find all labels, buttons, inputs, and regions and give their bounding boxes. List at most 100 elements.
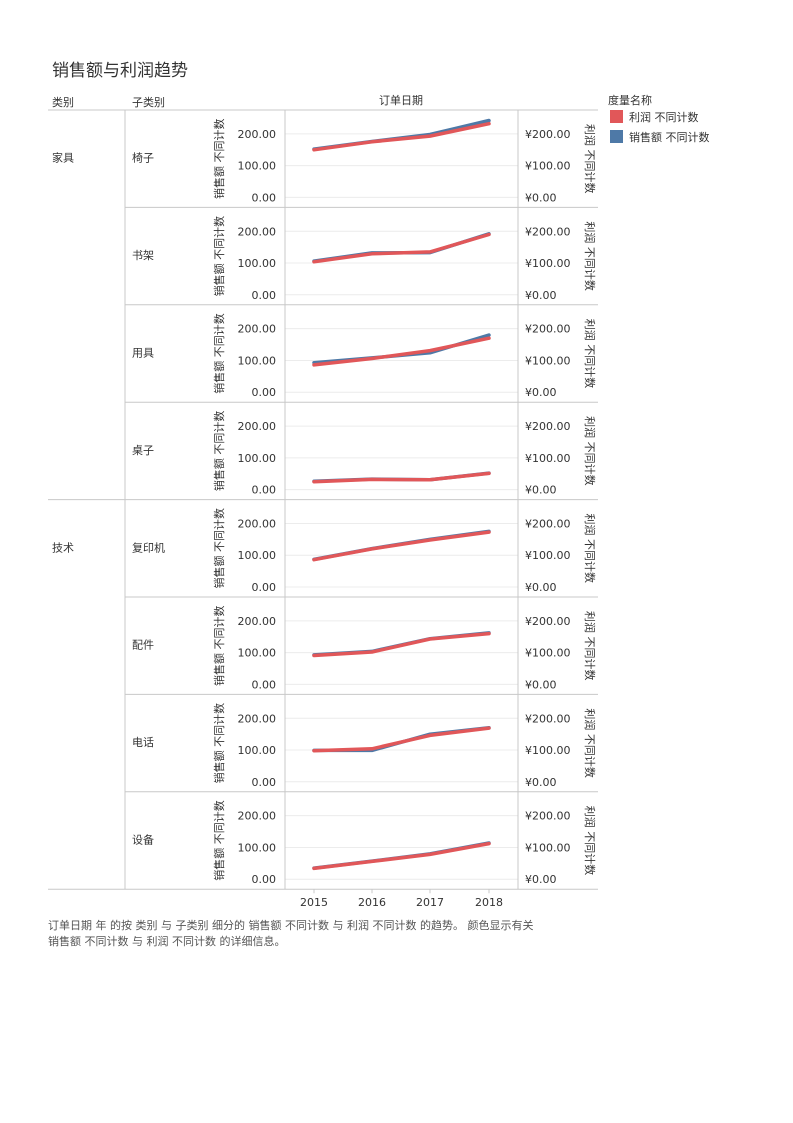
right-axis-title: 利润 不同计数 [583,806,597,876]
subcategory-label: 桌子 [132,444,154,457]
right-tick-label: ¥0.00 [525,776,557,789]
legend-label: 销售额 不同计数 [629,130,710,144]
x-tick-label: 2017 [416,896,444,909]
left-tick-label: 100.00 [238,354,277,367]
right-tick-label: ¥200.00 [525,323,571,336]
right-axis-title: 利润 不同计数 [583,124,597,194]
right-tick-label: ¥200.00 [525,128,571,141]
left-tick-label: 0.00 [252,289,277,302]
legend-swatch [610,130,623,143]
right-tick-label: ¥0.00 [525,581,557,594]
right-tick-label: ¥200.00 [525,810,571,823]
legend-label: 利润 不同计数 [629,110,699,124]
subcategory-label: 复印机 [132,540,165,554]
left-tick-label: 100.00 [238,257,277,270]
left-axis-title: 销售额 不同计数 [212,508,226,589]
left-tick-label: 100.00 [238,549,277,562]
profit-series-line [312,530,491,562]
x-tick-label: 2015 [300,896,328,909]
left-tick-label: 200.00 [238,323,277,336]
subcategory-label: 椅子 [132,151,154,165]
right-tick-label: ¥0.00 [525,678,557,691]
header-category: 类别 [52,95,74,109]
left-tick-label: 200.00 [238,420,277,433]
left-tick-label: 0.00 [252,386,277,399]
right-tick-label: ¥100.00 [525,354,571,367]
sales-series-line [312,333,491,365]
header-subcategory: 子类别 [132,95,165,109]
profit-series-line [312,121,491,152]
profit-series-line [312,232,491,264]
left-axis-title: 销售额 不同计数 [212,118,226,199]
header-columns: 订单日期 [379,94,423,107]
subcategory-label: 书架 [132,249,154,262]
category-label: 家具 [52,151,74,165]
right-tick-label: ¥100.00 [525,744,571,757]
left-axis-title: 销售额 不同计数 [212,605,226,686]
left-tick-label: 200.00 [238,517,277,530]
subcategory-label: 配件 [132,639,154,652]
left-axis-title: 销售额 不同计数 [212,216,226,297]
right-axis-title: 利润 不同计数 [583,221,597,291]
right-tick-label: ¥100.00 [525,841,571,854]
right-tick-label: ¥100.00 [525,549,571,562]
left-tick-label: 0.00 [252,873,277,886]
right-axis-title: 利润 不同计数 [583,319,597,389]
subcategory-label: 设备 [132,833,154,847]
left-tick-label: 100.00 [238,841,277,854]
right-axis-title: 利润 不同计数 [583,514,597,584]
x-tick-label: 2018 [475,896,503,909]
right-axis-title: 利润 不同计数 [583,416,597,486]
subcategory-label: 用具 [132,347,154,360]
left-tick-label: 100.00 [238,744,277,757]
right-tick-label: ¥200.00 [525,615,571,628]
right-tick-label: ¥0.00 [525,484,557,497]
left-tick-label: 0.00 [252,484,277,497]
profit-series-line [312,336,491,367]
right-tick-label: ¥100.00 [525,647,571,660]
right-tick-label: ¥200.00 [525,517,571,530]
chart-caption: 订单日期 年 的按 类别 与 子类别 细分的 销售额 不同计数 与 利润 不同计… [48,918,588,950]
right-tick-label: ¥0.00 [525,191,557,204]
right-tick-label: ¥0.00 [525,289,557,302]
left-tick-label: 0.00 [252,581,277,594]
right-tick-label: ¥0.00 [525,386,557,399]
left-tick-label: 200.00 [238,810,277,823]
right-tick-label: ¥100.00 [525,452,571,465]
category-label: 技术 [52,541,74,554]
profit-series-line [312,726,491,753]
chart-title: 销售额与利润趋势 [52,61,188,81]
left-axis-title: 销售额 不同计数 [212,313,226,394]
right-axis-title: 利润 不同计数 [583,611,597,681]
legend-swatch [610,110,623,123]
left-tick-label: 0.00 [252,678,277,691]
left-tick-label: 0.00 [252,191,277,204]
left-tick-label: 200.00 [238,712,277,725]
x-tick-label: 2016 [358,896,386,909]
caption-line-1: 订单日期 年 的按 类别 与 子类别 细分的 销售额 不同计数 与 利润 不同计… [48,919,534,932]
profit-series-line [312,841,491,871]
caption-line-2: 销售额 不同计数 与 利润 不同计数 的详细信息。 [48,935,286,948]
left-axis-title: 销售额 不同计数 [212,800,226,881]
left-tick-label: 100.00 [238,647,277,660]
left-tick-label: 200.00 [238,615,277,628]
profit-series-line [312,631,491,658]
left-axis-title: 销售额 不同计数 [212,703,226,784]
right-tick-label: ¥100.00 [525,257,571,270]
right-tick-label: ¥0.00 [525,873,557,886]
legend-title: 度量名称 [608,93,652,107]
subcategory-label: 电话 [132,736,154,749]
right-tick-label: ¥200.00 [525,225,571,238]
left-axis-title: 销售额 不同计数 [212,411,226,492]
profit-series-line [312,471,491,484]
right-axis-title: 利润 不同计数 [583,708,597,778]
right-tick-label: ¥100.00 [525,160,571,173]
left-tick-label: 100.00 [238,160,277,173]
right-tick-label: ¥200.00 [525,712,571,725]
left-tick-label: 200.00 [238,128,277,141]
left-tick-label: 200.00 [238,225,277,238]
right-tick-label: ¥200.00 [525,420,571,433]
left-tick-label: 0.00 [252,776,277,789]
left-tick-label: 100.00 [238,452,277,465]
